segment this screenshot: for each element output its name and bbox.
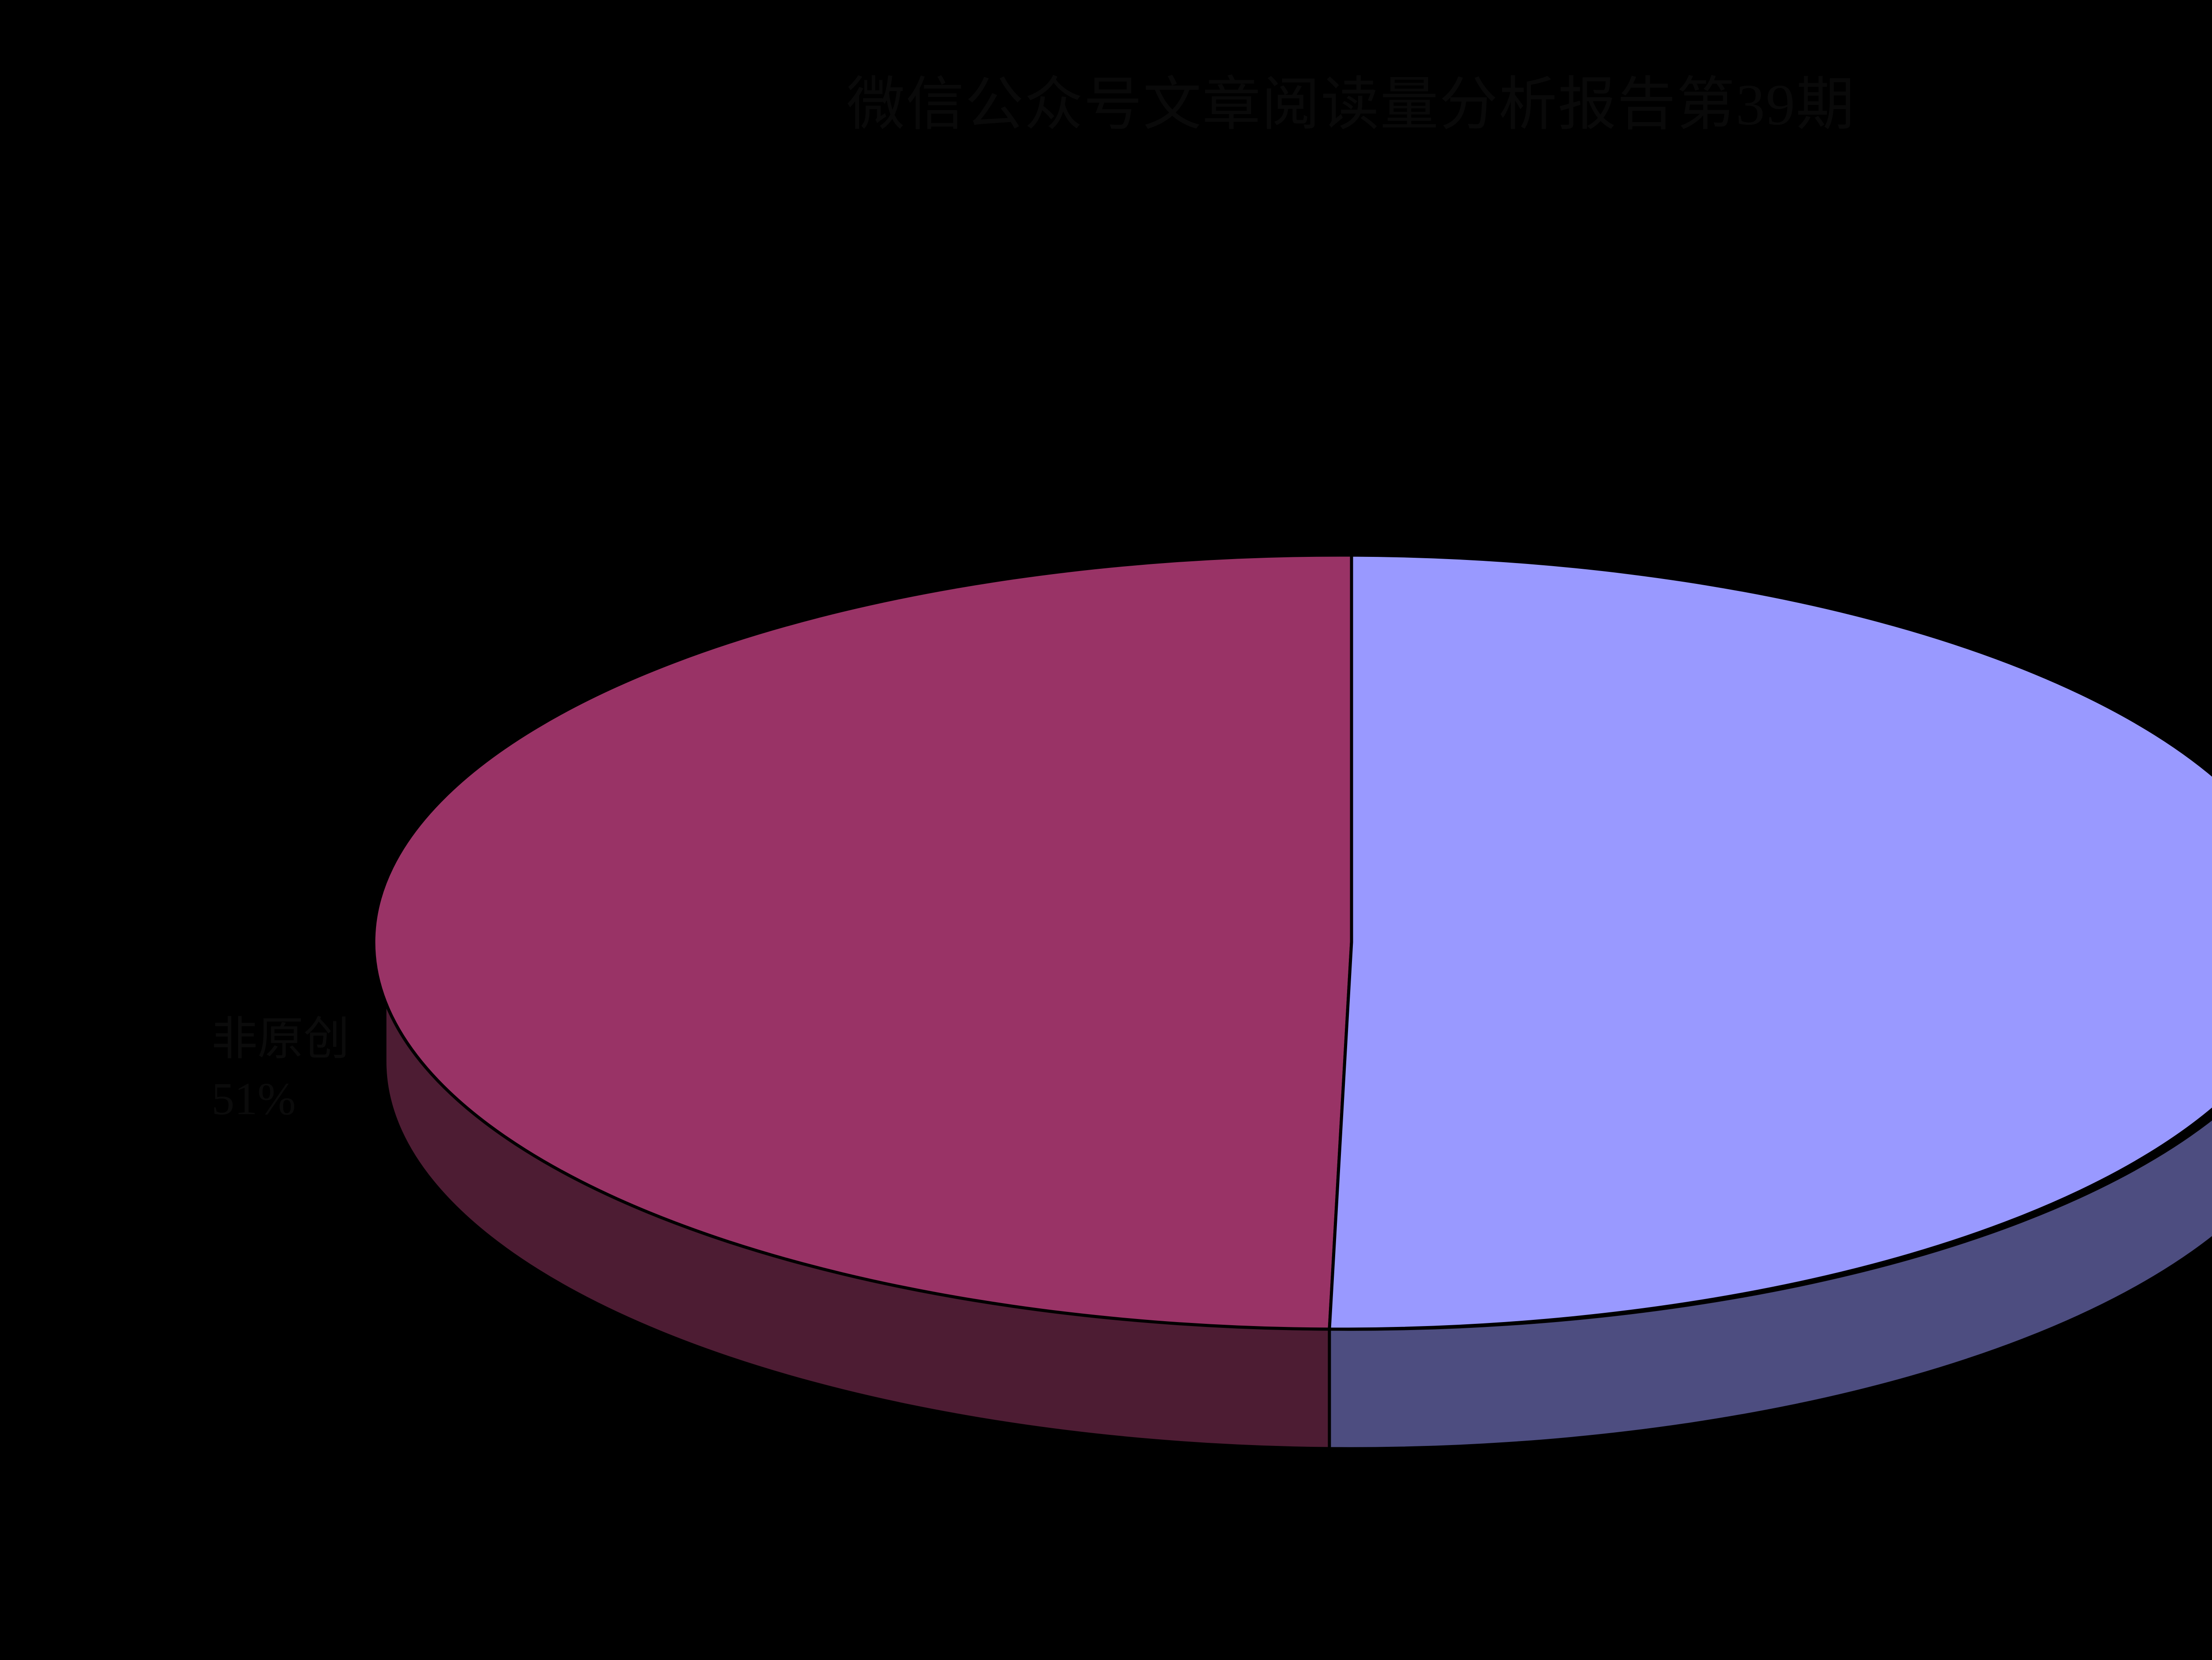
pie-label-non-original: 非原创 51% [211, 1009, 349, 1129]
pie-label-non-original-value: 51% [211, 1073, 296, 1125]
pie-slice-top-non-original [372, 553, 1353, 1331]
pie-label-non-original-name: 非原创 [211, 1014, 350, 1065]
chart-title: 微信公众号文章阅读量分析报告第39期 [846, 72, 1855, 137]
pie-slice-side-original [1328, 1116, 2212, 1450]
pie-slice-top-original [1328, 553, 2212, 1331]
